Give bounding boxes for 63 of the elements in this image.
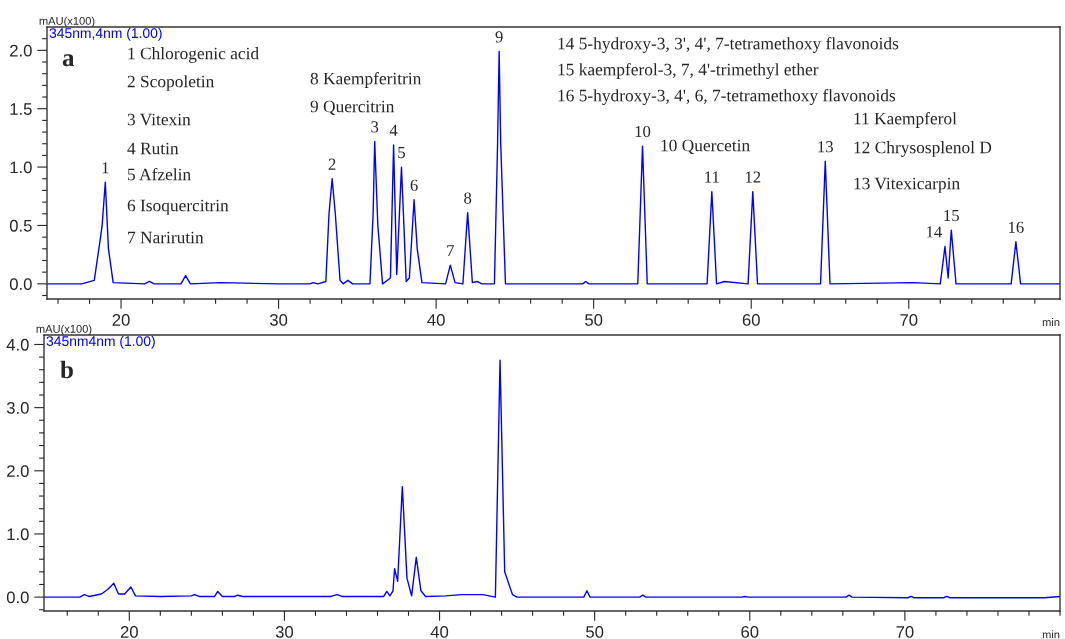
x-tick-label: 70 (900, 314, 918, 326)
annotation: 5 (398, 147, 405, 159)
annotation: 6 Isoquercitrin (127, 199, 229, 215)
annotation: 8 Kaempferitrin (310, 72, 422, 88)
x-axis-title: min (1042, 318, 1060, 327)
annotation: 15 (944, 210, 959, 222)
x-tick-label: 20 (112, 314, 130, 326)
text: 345nm4nm (1.00) (46, 335, 155, 349)
annotation: 15 kaempferol-3, 7, 4'-trimethyl ether (558, 63, 819, 79)
x-tick-label: 20 (120, 626, 138, 638)
x-tick-label: 50 (586, 626, 604, 638)
x-axis-title: min (1042, 630, 1060, 639)
annotation: 10 (635, 125, 651, 138)
annotation: 3 Vitexin (127, 113, 191, 126)
y-axis-title: mAU(x100) (39, 16, 95, 27)
annotation: 1 Chlorogenic acid (128, 47, 259, 63)
annotation: b (60, 360, 73, 379)
x-tick-label: 40 (427, 314, 445, 326)
annotation: 2 Scopoletin (127, 75, 215, 91)
annotation: 9 (495, 31, 503, 43)
x-tick-label: 30 (269, 314, 288, 326)
annotation: 13 (818, 141, 833, 153)
annotation: 8 (464, 192, 472, 204)
annotation: 9 Quercitrin (310, 100, 395, 115)
annotation: 4 (389, 124, 398, 136)
y-tick-label: 1.0 (7, 528, 29, 541)
annotation: 11 (705, 171, 719, 183)
y-tick-label: 0.5 (9, 219, 32, 232)
annotation: 16 5-hydroxy-3, 4', 6, 7-tetramethoxy flavonoids (558, 89, 896, 105)
annotation: 6 (410, 179, 418, 191)
annotation: a (62, 54, 75, 67)
annotation: 12 (745, 171, 761, 183)
annotation: 7 (447, 245, 454, 257)
annotation: 11 Kaempferol (854, 112, 957, 128)
x-tick-label: 40 (430, 626, 449, 638)
text: 345nm,4nm (1.00) (49, 27, 162, 41)
y-tick-label: 1.5 (10, 103, 32, 115)
annotation: 5 Afzelin (128, 167, 191, 181)
y-tick-label: 4.0 (6, 338, 29, 351)
annotation: 1 (102, 162, 109, 174)
y-tick-label: 1.0 (10, 161, 32, 174)
annotation: 3 (371, 121, 379, 133)
annotation: 14 (927, 226, 942, 238)
x-tick-label: 30 (275, 626, 294, 638)
y-axis-title: mAU(x100) (36, 324, 92, 335)
x-tick-label: 50 (585, 314, 603, 326)
x-tick-label: 60 (741, 626, 759, 638)
annotation: 4 Rutin (127, 142, 179, 155)
annotation: 2 (328, 158, 336, 170)
y-tick-label: 0.0 (9, 278, 32, 291)
annotation: 7 Narirutin (128, 231, 204, 244)
y-tick-label: 0.0 (6, 591, 29, 604)
annotation: 12 Chrysosplenol D (854, 141, 992, 157)
y-tick-label: 2.0 (7, 465, 29, 477)
y-tick-label: 2.0 (10, 44, 32, 57)
x-tick-label: 70 (896, 626, 914, 638)
annotation: 10 Quercetin (661, 139, 750, 154)
y-tick-label: 3.0 (6, 402, 29, 414)
line-series (44, 359, 1060, 599)
annotation: 14 5-hydroxy-3, 3', 4', 7-tetramethoxy flavonoids (558, 37, 899, 53)
x-tick-label: 60 (742, 314, 760, 326)
annotation: 13 Vitexicarpin (854, 177, 960, 193)
annotation: 16 (1009, 221, 1024, 233)
